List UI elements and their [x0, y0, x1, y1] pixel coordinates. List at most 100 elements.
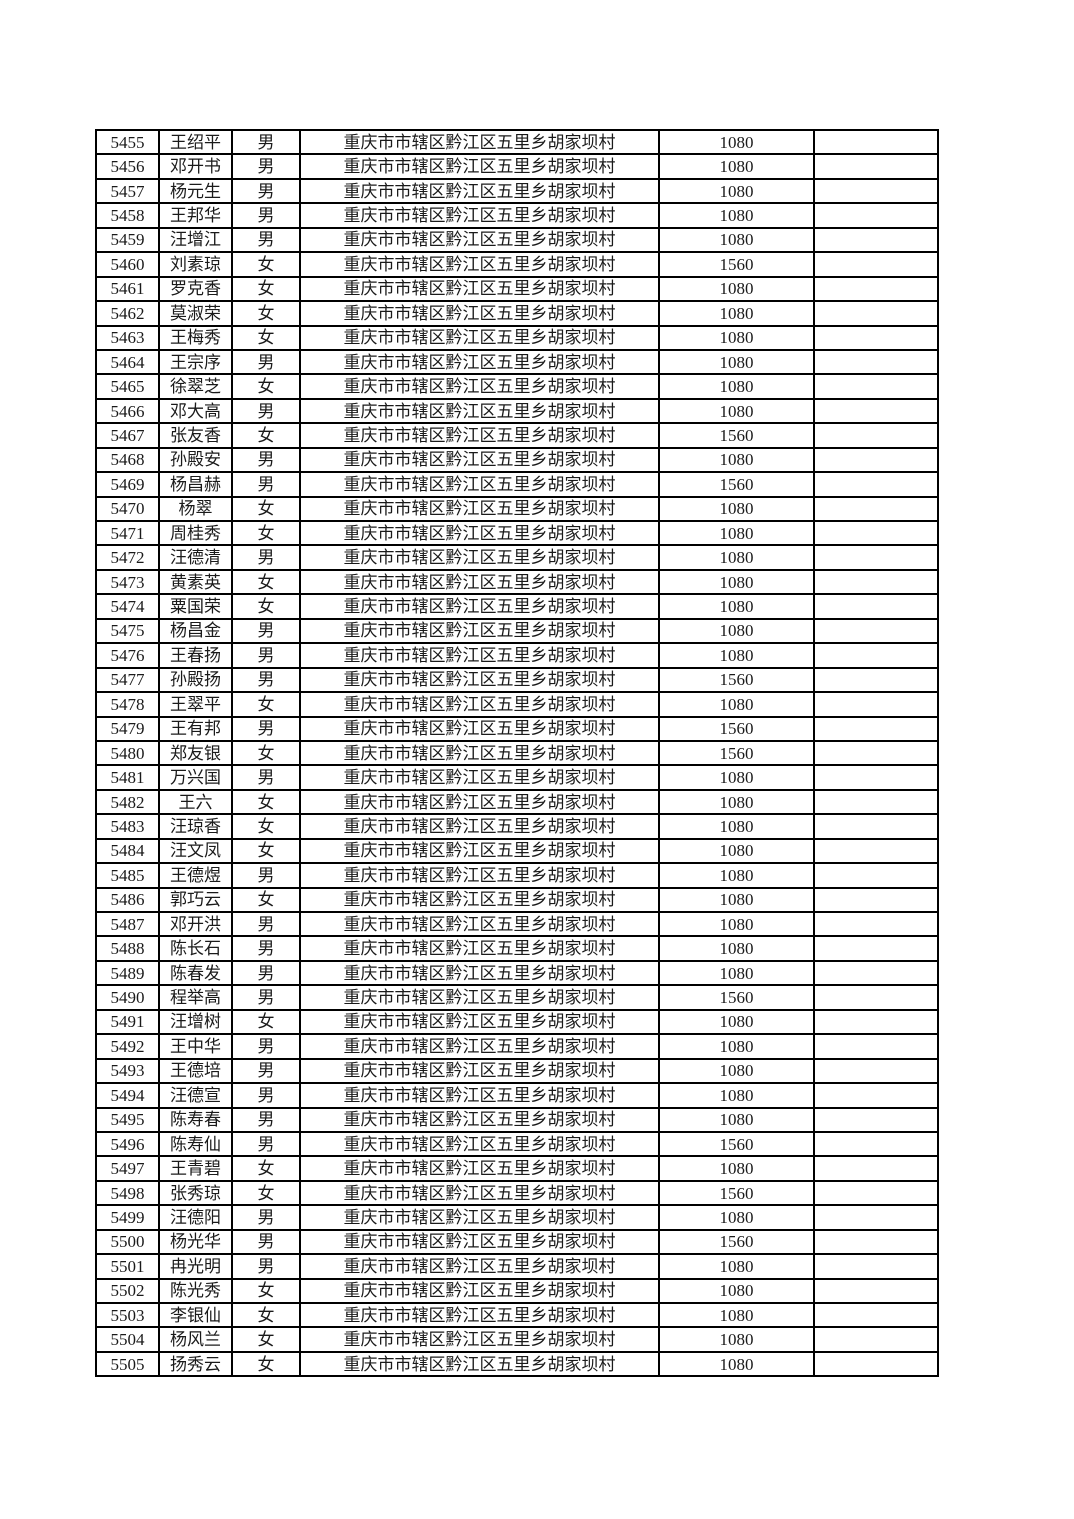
cell-id: 5468	[95, 446, 160, 474]
cell-id: 5466	[95, 397, 160, 425]
cell-amount: 1080	[658, 495, 815, 523]
cell-name: 郑友银	[158, 739, 233, 767]
table-row: 5462 莫淑荣女重庆市市辖区黔江区五里乡胡家坝村 1080	[95, 300, 939, 327]
table-row: 5480 郑友银女重庆市市辖区黔江区五里乡胡家坝村 1560	[95, 739, 939, 767]
cell-name: 王中华	[158, 1033, 233, 1060]
cell-amount: 1080	[658, 1253, 815, 1280]
cell-amount: 1080	[658, 691, 815, 718]
cell-amount: 1080	[658, 1326, 815, 1353]
table-row: 5455 王绍平男重庆市市辖区黔江区五里乡胡家坝村 1080	[95, 128, 939, 156]
cell-note	[813, 1057, 939, 1085]
table-row: 5460 刘素琼女重庆市市辖区黔江区五里乡胡家坝村 1560	[95, 251, 939, 278]
cell-gender: 男	[231, 202, 301, 229]
cell-note	[813, 300, 939, 327]
cell-name: 王梅秀	[158, 324, 233, 351]
cell-gender: 女	[231, 886, 301, 914]
cell-note	[813, 959, 939, 987]
cell-gender: 男	[231, 1106, 301, 1133]
cell-note	[813, 397, 939, 425]
cell-address: 重庆市市辖区黔江区五里乡胡家坝村	[299, 715, 660, 742]
table-row: 5468 孙殿安男重庆市市辖区黔江区五里乡胡家坝村 1080	[95, 446, 939, 474]
cell-note	[813, 935, 939, 962]
cell-note	[813, 1155, 939, 1182]
cell-note	[813, 1253, 939, 1280]
cell-note	[813, 715, 939, 742]
cell-amount: 1560	[658, 715, 815, 742]
cell-amount: 1080	[658, 275, 815, 303]
cell-amount: 1080	[658, 837, 815, 865]
cell-address: 重庆市市辖区黔江区五里乡胡家坝村	[299, 348, 660, 376]
cell-gender: 男	[231, 1228, 301, 1256]
cell-gender: 女	[231, 837, 301, 865]
cell-note	[813, 1179, 939, 1207]
table-row: 5486 郭巧云女重庆市市辖区黔江区五里乡胡家坝村 1080	[95, 886, 939, 914]
cell-gender: 男	[231, 910, 301, 938]
cell-note	[813, 251, 939, 278]
table-row: 5492 王中华男重庆市市辖区黔江区五里乡胡家坝村 1080	[95, 1033, 939, 1060]
cell-note	[813, 788, 939, 816]
cell-name: 王青碧	[158, 1155, 233, 1182]
cell-note	[813, 1082, 939, 1109]
cell-id: 5473	[95, 568, 160, 596]
cell-name: 陈寿春	[158, 1106, 233, 1133]
cell-name: 冉光明	[158, 1253, 233, 1280]
cell-name: 刘素琼	[158, 251, 233, 278]
table-row: 5476 王春扬男重庆市市辖区黔江区五里乡胡家坝村 1080	[95, 642, 939, 669]
cell-gender: 男	[231, 935, 301, 962]
cell-gender: 男	[231, 471, 301, 498]
cell-id: 5455	[95, 128, 160, 156]
cell-id: 5504	[95, 1326, 160, 1353]
table-row: 5501 冉光明男重庆市市辖区黔江区五里乡胡家坝村 1080	[95, 1253, 939, 1280]
cell-id: 5457	[95, 177, 160, 205]
cell-id: 5478	[95, 691, 160, 718]
cell-name: 王邦华	[158, 202, 233, 229]
cell-gender: 女	[231, 813, 301, 840]
cell-note	[813, 593, 939, 620]
cell-id: 5484	[95, 837, 160, 865]
roster-table-body: 5455 王绍平男重庆市市辖区黔江区五里乡胡家坝村 1080 5456 邓开书男重庆市市…	[95, 128, 939, 1378]
cell-id: 5502	[95, 1277, 160, 1305]
cell-id: 5499	[95, 1204, 160, 1231]
table-row: 5495 陈寿春男重庆市市辖区黔江区五里乡胡家坝村 1080	[95, 1106, 939, 1133]
cell-name: 陈寿仙	[158, 1130, 233, 1158]
cell-id: 5497	[95, 1155, 160, 1182]
cell-name: 汪琼香	[158, 813, 233, 840]
cell-name: 王德煜	[158, 862, 233, 889]
cell-gender: 女	[231, 495, 301, 523]
cell-id: 5465	[95, 373, 160, 400]
cell-address: 重庆市市辖区黔江区五里乡胡家坝村	[299, 128, 660, 156]
cell-name: 汪德阳	[158, 1204, 233, 1231]
cell-amount: 1080	[658, 1301, 815, 1329]
cell-amount: 1080	[658, 764, 815, 791]
cell-gender: 男	[231, 397, 301, 425]
cell-address: 重庆市市辖区黔江区五里乡胡家坝村	[299, 153, 660, 180]
cell-address: 重庆市市辖区黔江区五里乡胡家坝村	[299, 1204, 660, 1231]
cell-gender: 女	[231, 1277, 301, 1305]
cell-address: 重庆市市辖区黔江区五里乡胡家坝村	[299, 495, 660, 523]
cell-gender: 女	[231, 788, 301, 816]
table-row: 5487 邓开洪男重庆市市辖区黔江区五里乡胡家坝村 1080	[95, 910, 939, 938]
cell-id: 5482	[95, 788, 160, 816]
cell-name: 周桂秀	[158, 519, 233, 547]
cell-gender: 女	[231, 1326, 301, 1353]
cell-id: 5460	[95, 251, 160, 278]
table-row: 5474 粟国荣女重庆市市辖区黔江区五里乡胡家坝村 1080	[95, 593, 939, 620]
cell-note	[813, 1130, 939, 1158]
cell-amount: 1080	[658, 1008, 815, 1036]
cell-amount: 1560	[658, 1179, 815, 1207]
cell-name: 汪增江	[158, 226, 233, 254]
cell-id: 5494	[95, 1082, 160, 1109]
cell-gender: 男	[231, 764, 301, 791]
cell-id: 5505	[95, 1350, 160, 1378]
cell-gender: 男	[231, 984, 301, 1011]
table-row: 5465 徐翠芝女重庆市市辖区黔江区五里乡胡家坝村 1080	[95, 373, 939, 400]
cell-amount: 1080	[658, 617, 815, 645]
cell-amount: 1560	[658, 251, 815, 278]
table-row: 5471 周桂秀女重庆市市辖区黔江区五里乡胡家坝村 1080	[95, 519, 939, 547]
cell-id: 5458	[95, 202, 160, 229]
cell-amount: 1560	[658, 422, 815, 449]
cell-name: 杨昌金	[158, 617, 233, 645]
cell-name: 孙殿安	[158, 446, 233, 474]
cell-amount: 1080	[658, 813, 815, 840]
cell-name: 莫淑荣	[158, 300, 233, 327]
